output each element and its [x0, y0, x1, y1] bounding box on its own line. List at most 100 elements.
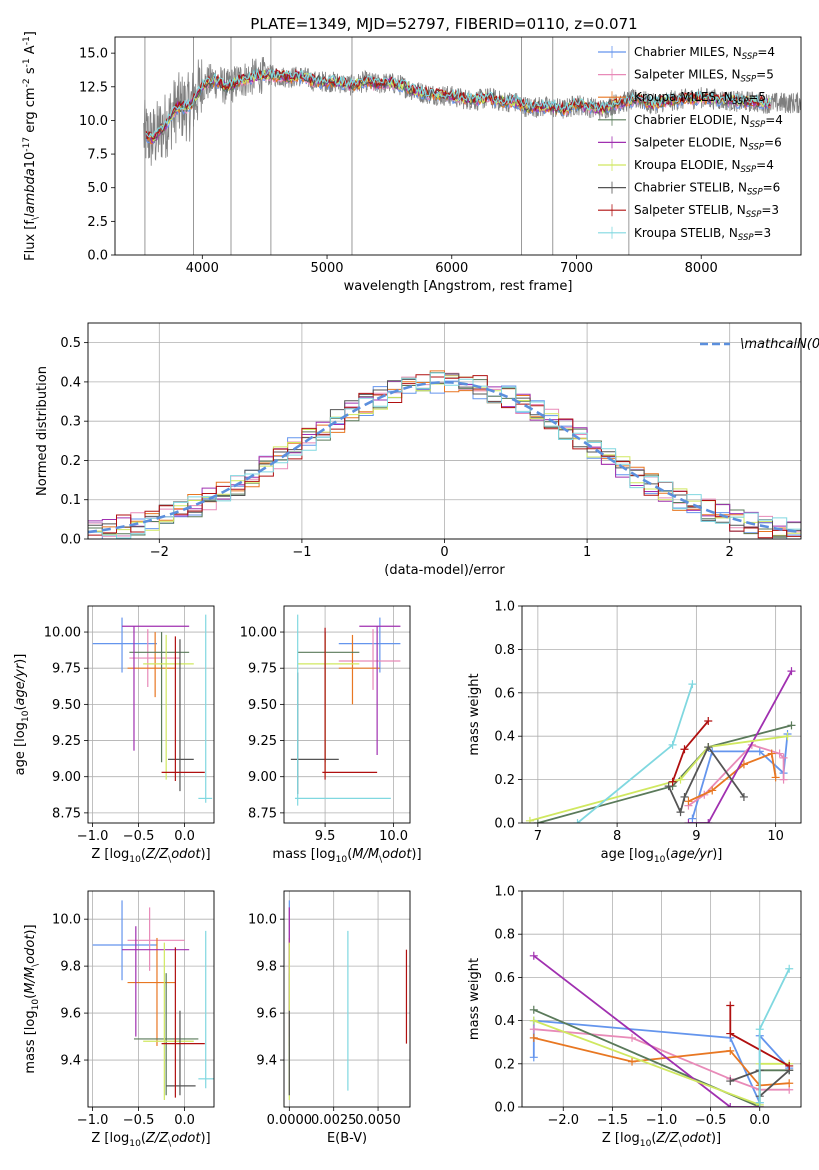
mass-weight-vs-age-grid	[522, 605, 801, 824]
x-tick-label: 7	[534, 829, 542, 844]
x-tick-label: 0	[440, 545, 448, 560]
mass-weight-point	[529, 1016, 538, 1025]
mass-weight-point	[726, 1046, 735, 1055]
y-tick-label: 0.1	[60, 493, 81, 508]
legend-label: Kroupa STELIB, NSSP=3	[634, 226, 771, 243]
y-tick-label: 9.8	[60, 960, 81, 975]
x-tick-label: 7000	[560, 261, 593, 276]
mass-weight-point	[688, 680, 697, 689]
normal-curve-line	[88, 380, 801, 534]
mass-weight-point	[684, 797, 693, 806]
mass-weight-point	[704, 717, 713, 726]
mass-weight-point	[726, 1029, 735, 1038]
y-tick-label: 1.0	[494, 600, 515, 615]
mass-weight-point	[533, 819, 542, 823]
y-tick-label: 9.25	[248, 734, 277, 749]
x-tick-label: −2	[150, 545, 169, 560]
legend-label: Salpeter STELIB, NSSP=3	[634, 203, 779, 220]
x-tick-label: 0.0	[749, 1113, 770, 1128]
x-tick-label: −0.5	[695, 1113, 727, 1128]
mass-weight-vs-Z-frame	[521, 890, 802, 1108]
mass-weight-point	[529, 951, 538, 960]
legend-label: Kroupa ELODIE, NSSP=4	[634, 158, 774, 175]
mass-weight-point	[771, 773, 780, 782]
x-tick-label: −1.5	[597, 1113, 629, 1128]
y-tick-label: 10.00	[240, 626, 277, 641]
y-axis-label: Flux [f\​lambda10-17​ erg cm-2​ s-1​ A-1…	[22, 31, 41, 261]
legend-label: Chabrier MILES, NSSP=4	[634, 45, 775, 62]
y-tick-label: 0.8	[494, 643, 515, 658]
x-tick-label: 0.0050	[355, 1113, 401, 1128]
mass-weight-point	[779, 753, 788, 762]
y-tick-label: 0.0	[494, 817, 515, 832]
mass-weight-vs-Z-marks	[529, 951, 794, 1107]
mass-weight-point	[755, 1098, 764, 1107]
mass-weight-point	[755, 747, 764, 756]
x-axis-label: age [log10​(age/yr)]	[601, 847, 723, 865]
legend-label: Chabrier STELIB, NSSP=6	[634, 181, 780, 198]
y-tick-label: 8.75	[52, 806, 81, 821]
y-tick-label: 9.4	[256, 1054, 277, 1069]
age-vs-Z-frame	[87, 605, 215, 824]
mass-weight-point	[529, 1053, 538, 1062]
y-tick-label: 9.25	[52, 734, 81, 749]
mass-weight-point	[726, 1103, 735, 1107]
legend-label: Kroupa MILES, NSSP=5	[634, 90, 766, 107]
mass-weight-point	[668, 777, 677, 786]
y-tick-label: 9.50	[52, 698, 81, 713]
y-tick-label: 0.4	[494, 1014, 515, 1029]
x-axis-label: mass [log10​(M/M\​odot)]	[272, 847, 421, 865]
mass-weight-point	[684, 819, 693, 823]
mass-weight-point	[785, 1061, 794, 1070]
y-tick-label: 10.0	[79, 114, 108, 129]
x-tick-label: 8000	[685, 261, 718, 276]
x-tick-label: 4000	[186, 261, 219, 276]
mass-weight-point	[529, 1025, 538, 1034]
mass-weight-point	[628, 1057, 637, 1066]
mass-weight-point	[676, 775, 685, 784]
residuals-marks	[88, 370, 801, 539]
y-tick-label: 0.4	[494, 730, 515, 745]
y-axis-label: age [log10​(age/yr)]	[13, 654, 31, 776]
x-tick-label: −1.0	[646, 1113, 678, 1128]
y-tick-label: 9.00	[248, 770, 277, 785]
mass-weight-point	[739, 792, 748, 801]
y-tick-label: 9.50	[248, 698, 277, 713]
mass-vs-EBV-marks	[288, 900, 408, 1100]
mass-weight-point	[767, 749, 776, 758]
x-axis-label: Z [log10​(Z/Z\​odot)]	[602, 1131, 721, 1149]
y-tick-label: 0.0	[87, 249, 108, 264]
y-tick-label: 9.8	[256, 960, 277, 975]
mass-vs-Z-grid	[88, 891, 214, 1107]
residual-histogram-step	[88, 372, 801, 539]
y-tick-label: 0.3	[60, 415, 81, 430]
mass-vs-Z-frame	[87, 890, 215, 1108]
residuals-frame	[87, 322, 802, 540]
mass-vs-Z-plot-area	[88, 891, 214, 1107]
mass-weight-series-line	[688, 670, 793, 823]
mass-weight-vs-Z-panel: −2.0 −1.5 −1.0 −0.5 0.0 0.0 0.2 0.4 0.6 0.8 1.0 Z […	[467, 885, 802, 1149]
mass-weight-point	[688, 814, 697, 823]
mass-vs-Z-panel: −1.0 −0.5 0.0 9.4 9.6 9.8 10.0 Z [log10​(Z/Z\​o…	[23, 890, 215, 1149]
y-tick-label: 12.5	[79, 80, 108, 95]
age-vs-Z-plot-area	[88, 606, 214, 823]
x-tick-label: 10	[767, 829, 784, 844]
mass-weight-point	[668, 740, 677, 749]
y-axis-label: Normed distribution	[35, 366, 50, 496]
mass-weight-point	[755, 1025, 764, 1034]
mass-weight-point	[680, 792, 689, 801]
x-tick-label: 9	[692, 829, 700, 844]
y-tick-label: 9.6	[60, 1007, 81, 1022]
residuals-legend: \mathcalN(0,1)	[700, 337, 819, 352]
mass-weight-point	[726, 1077, 735, 1086]
x-tick-label: −1.0	[77, 1113, 109, 1128]
mass-weight-vs-age-panel: 7 8 9 10 0.0 0.2 0.4 0.6 0.8 1.0 age [log10​(age/y…	[467, 600, 802, 865]
y-tick-label: 0.0	[494, 1101, 515, 1116]
mass-weight-point	[573, 819, 582, 823]
age-vs-mass-panel: 9.5 10.0 8.75 9.00 9.25 9.50 9.75 10.00 mass [lo…	[240, 605, 422, 865]
y-tick-label: 7.5	[87, 148, 108, 163]
y-tick-label: 5.0	[87, 181, 108, 196]
x-tick-label: 5000	[310, 261, 343, 276]
y-tick-label: 2.5	[87, 215, 108, 230]
